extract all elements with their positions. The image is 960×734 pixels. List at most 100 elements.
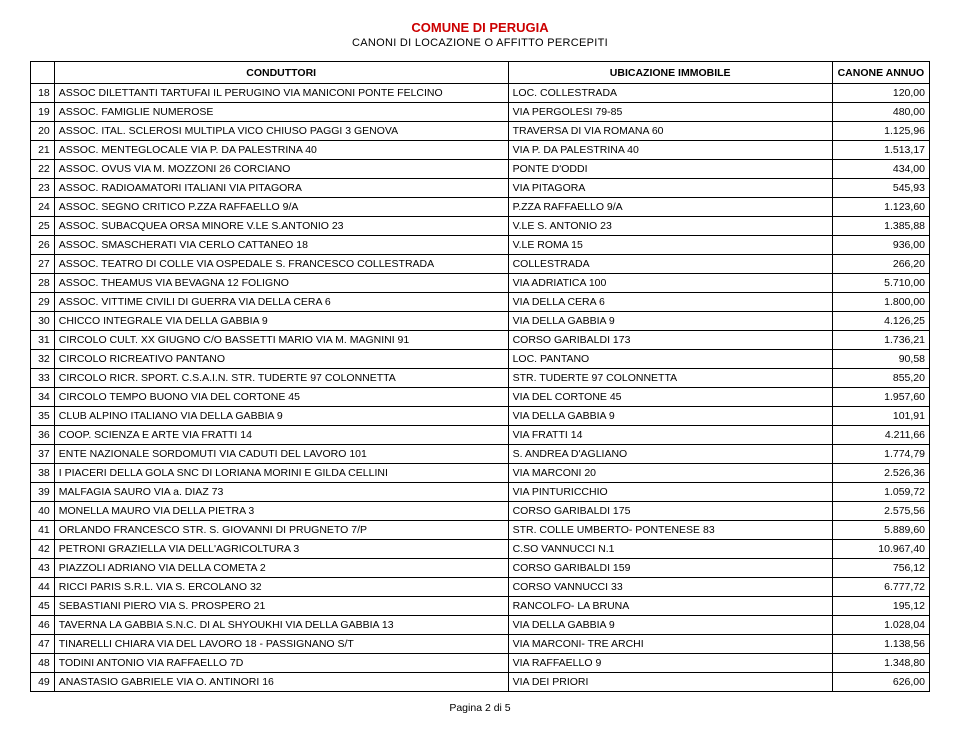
row-number: 35: [31, 407, 55, 426]
row-number: 38: [31, 464, 55, 483]
document-subtitle: CANONI DI LOCAZIONE O AFFITTO PERCEPITI: [30, 37, 930, 49]
row-ubicazione: CORSO GARIBALDI 173: [508, 331, 832, 350]
table-row: 19ASSOC. FAMIGLIE NUMEROSEVIA PERGOLESI …: [31, 103, 930, 122]
col-number-header: [31, 62, 55, 84]
row-number: 46: [31, 616, 55, 635]
col-conduttori-header: CONDUTTORI: [54, 62, 508, 84]
col-canone-header: CANONE ANNUO: [832, 62, 929, 84]
row-ubicazione: RANCOLFO- LA BRUNA: [508, 597, 832, 616]
row-conduttori: CLUB ALPINO ITALIANO VIA DELLA GABBIA 9: [54, 407, 508, 426]
table-row: 29ASSOC. VITTIME CIVILI DI GUERRA VIA DE…: [31, 293, 930, 312]
row-conduttori: ASSOC. SEGNO CRITICO P.ZZA RAFFAELLO 9/A: [54, 198, 508, 217]
row-canone: 545,93: [832, 179, 929, 198]
row-conduttori: ASSOC. THEAMUS VIA BEVAGNA 12 FOLIGNO: [54, 274, 508, 293]
row-conduttori: TINARELLI CHIARA VIA DEL LAVORO 18 - PAS…: [54, 635, 508, 654]
row-ubicazione: VIA DELLA GABBIA 9: [508, 616, 832, 635]
row-canone: 1.513,17: [832, 141, 929, 160]
row-number: 34: [31, 388, 55, 407]
row-number: 19: [31, 103, 55, 122]
row-canone: 266,20: [832, 255, 929, 274]
row-conduttori: ASSOC. SMASCHERATI VIA CERLO CATTANEO 18: [54, 236, 508, 255]
table-row: 45SEBASTIANI PIERO VIA S. PROSPERO 21RAN…: [31, 597, 930, 616]
row-number: 37: [31, 445, 55, 464]
table-row: 34CIRCOLO TEMPO BUONO VIA DEL CORTONE 45…: [31, 388, 930, 407]
col-ubicazione-header: UBICAZIONE IMMOBILE: [508, 62, 832, 84]
row-conduttori: ASSOC. RADIOAMATORI ITALIANI VIA PITAGOR…: [54, 179, 508, 198]
row-canone: 434,00: [832, 160, 929, 179]
row-conduttori: CIRCOLO TEMPO BUONO VIA DEL CORTONE 45: [54, 388, 508, 407]
row-conduttori: ASSOC. TEATRO DI COLLE VIA OSPEDALE S. F…: [54, 255, 508, 274]
row-conduttori: ASSOC. VITTIME CIVILI DI GUERRA VIA DELL…: [54, 293, 508, 312]
row-number: 39: [31, 483, 55, 502]
table-row: 22ASSOC. OVUS VIA M. MOZZONI 26 CORCIANO…: [31, 160, 930, 179]
row-number: 24: [31, 198, 55, 217]
row-canone: 1.736,21: [832, 331, 929, 350]
table-row: 43PIAZZOLI ADRIANO VIA DELLA COMETA 2COR…: [31, 559, 930, 578]
table-row: 41ORLANDO FRANCESCO STR. S. GIOVANNI DI …: [31, 521, 930, 540]
row-number: 43: [31, 559, 55, 578]
document-title: COMUNE DI PERUGIA: [30, 20, 930, 35]
row-conduttori: ASSOC. FAMIGLIE NUMEROSE: [54, 103, 508, 122]
row-ubicazione: STR. TUDERTE 97 COLONNETTA: [508, 369, 832, 388]
table-row: 35CLUB ALPINO ITALIANO VIA DELLA GABBIA …: [31, 407, 930, 426]
row-number: 20: [31, 122, 55, 141]
row-number: 26: [31, 236, 55, 255]
row-conduttori: TAVERNA LA GABBIA S.N.C. DI AL SHYOUKHI …: [54, 616, 508, 635]
page-footer: Pagina 2 di 5: [30, 702, 930, 714]
row-canone: 1.348,80: [832, 654, 929, 673]
row-conduttori: CIRCOLO RICR. SPORT. C.S.A.I.N. STR. TUD…: [54, 369, 508, 388]
table-row: 21ASSOC. MENTEGLOCALE VIA P. DA PALESTRI…: [31, 141, 930, 160]
row-conduttori: MALFAGIA SAURO VIA a. DIAZ 73: [54, 483, 508, 502]
row-ubicazione: VIA DELLA GABBIA 9: [508, 407, 832, 426]
row-conduttori: PIAZZOLI ADRIANO VIA DELLA COMETA 2: [54, 559, 508, 578]
row-ubicazione: LOC. PANTANO: [508, 350, 832, 369]
row-number: 33: [31, 369, 55, 388]
row-number: 31: [31, 331, 55, 350]
row-ubicazione: COLLESTRADA: [508, 255, 832, 274]
row-canone: 1.059,72: [832, 483, 929, 502]
row-number: 28: [31, 274, 55, 293]
row-ubicazione: C.SO VANNUCCI N.1: [508, 540, 832, 559]
row-conduttori: COOP. SCIENZA E ARTE VIA FRATTI 14: [54, 426, 508, 445]
row-ubicazione: LOC. COLLESTRADA: [508, 84, 832, 103]
table-row: 25ASSOC. SUBACQUEA ORSA MINORE V.LE S.AN…: [31, 217, 930, 236]
row-canone: 1.125,96: [832, 122, 929, 141]
row-ubicazione: CORSO VANNUCCI 33: [508, 578, 832, 597]
table-row: 44RICCI PARIS S.R.L. VIA S. ERCOLANO 32C…: [31, 578, 930, 597]
row-number: 49: [31, 673, 55, 692]
row-canone: 1.385,88: [832, 217, 929, 236]
row-conduttori: ANASTASIO GABRIELE VIA O. ANTINORI 16: [54, 673, 508, 692]
table-row: 38I PIACERI DELLA GOLA SNC DI LORIANA MO…: [31, 464, 930, 483]
row-ubicazione: VIA DEI PRIORI: [508, 673, 832, 692]
row-conduttori: ASSOC DILETTANTI TARTUFAI IL PERUGINO VI…: [54, 84, 508, 103]
row-number: 23: [31, 179, 55, 198]
row-conduttori: I PIACERI DELLA GOLA SNC DI LORIANA MORI…: [54, 464, 508, 483]
table-row: 37ENTE NAZIONALE SORDOMUTI VIA CADUTI DE…: [31, 445, 930, 464]
row-conduttori: ASSOC. SUBACQUEA ORSA MINORE V.LE S.ANTO…: [54, 217, 508, 236]
row-ubicazione: CORSO GARIBALDI 175: [508, 502, 832, 521]
row-conduttori: ASSOC. OVUS VIA M. MOZZONI 26 CORCIANO: [54, 160, 508, 179]
row-ubicazione: VIA DELLA GABBIA 9: [508, 312, 832, 331]
row-number: 45: [31, 597, 55, 616]
row-conduttori: SEBASTIANI PIERO VIA S. PROSPERO 21: [54, 597, 508, 616]
row-ubicazione: P.ZZA RAFFAELLO 9/A: [508, 198, 832, 217]
row-canone: 1.123,60: [832, 198, 929, 217]
row-canone: 2.526,36: [832, 464, 929, 483]
row-ubicazione: VIA MARCONI 20: [508, 464, 832, 483]
row-ubicazione: V.LE ROMA 15: [508, 236, 832, 255]
page-number: Pagina 2 di 5: [449, 702, 510, 714]
row-ubicazione: VIA ADRIATICA 100: [508, 274, 832, 293]
row-canone: 90,58: [832, 350, 929, 369]
row-canone: 10.967,40: [832, 540, 929, 559]
row-number: 42: [31, 540, 55, 559]
row-conduttori: MONELLA MAURO VIA DELLA PIETRA 3: [54, 502, 508, 521]
row-number: 41: [31, 521, 55, 540]
table-row: 46TAVERNA LA GABBIA S.N.C. DI AL SHYOUKH…: [31, 616, 930, 635]
table-row: 40MONELLA MAURO VIA DELLA PIETRA 3CORSO …: [31, 502, 930, 521]
row-ubicazione: STR. COLLE UMBERTO- PONTENESE 83: [508, 521, 832, 540]
row-conduttori: ASSOC. ITAL. SCLEROSI MULTIPLA VICO CHIU…: [54, 122, 508, 141]
row-canone: 1.957,60: [832, 388, 929, 407]
row-ubicazione: V.LE S. ANTONIO 23: [508, 217, 832, 236]
table-row: 42PETRONI GRAZIELLA VIA DELL'AGRICOLTURA…: [31, 540, 930, 559]
table-row: 23ASSOC. RADIOAMATORI ITALIANI VIA PITAG…: [31, 179, 930, 198]
